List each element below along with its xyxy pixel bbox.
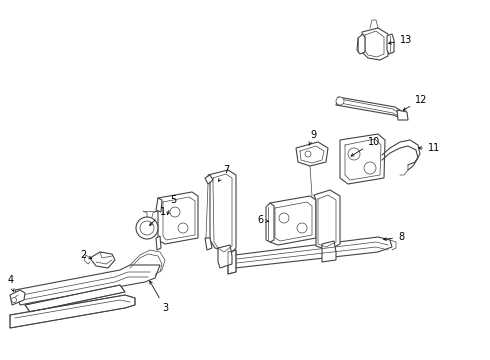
- Circle shape: [348, 148, 360, 160]
- Text: 9: 9: [309, 130, 316, 145]
- Polygon shape: [270, 196, 316, 245]
- Polygon shape: [15, 265, 160, 305]
- Polygon shape: [296, 142, 328, 166]
- Circle shape: [305, 151, 311, 157]
- Polygon shape: [387, 34, 394, 54]
- Circle shape: [279, 213, 289, 223]
- Polygon shape: [156, 236, 161, 250]
- Polygon shape: [397, 110, 408, 120]
- Circle shape: [364, 162, 376, 174]
- Polygon shape: [25, 285, 125, 312]
- Text: 13: 13: [389, 35, 412, 45]
- Text: 4: 4: [8, 275, 14, 292]
- Polygon shape: [156, 198, 162, 212]
- Text: 10: 10: [351, 137, 380, 156]
- Polygon shape: [336, 97, 403, 118]
- Circle shape: [297, 223, 307, 233]
- Polygon shape: [235, 237, 392, 268]
- Circle shape: [140, 221, 154, 235]
- Text: 1: 1: [149, 207, 166, 225]
- Circle shape: [136, 217, 158, 239]
- Polygon shape: [205, 238, 212, 250]
- Polygon shape: [314, 190, 340, 250]
- Circle shape: [170, 207, 180, 217]
- Polygon shape: [362, 28, 388, 60]
- Circle shape: [11, 297, 17, 302]
- Circle shape: [336, 97, 344, 105]
- Text: 7: 7: [219, 165, 229, 181]
- Polygon shape: [208, 170, 236, 256]
- Polygon shape: [90, 252, 115, 268]
- Polygon shape: [266, 203, 274, 242]
- Polygon shape: [158, 192, 198, 244]
- Polygon shape: [357, 34, 365, 54]
- Polygon shape: [205, 175, 213, 184]
- Circle shape: [178, 223, 188, 233]
- Polygon shape: [10, 290, 25, 305]
- Polygon shape: [228, 250, 236, 274]
- Text: 6: 6: [257, 215, 269, 225]
- Polygon shape: [10, 295, 135, 328]
- Text: 2: 2: [80, 250, 92, 260]
- Text: 3: 3: [150, 281, 168, 313]
- Text: 12: 12: [403, 95, 427, 110]
- Polygon shape: [340, 134, 385, 184]
- Polygon shape: [218, 245, 232, 268]
- Text: 8: 8: [384, 232, 404, 242]
- Polygon shape: [322, 241, 336, 262]
- Text: 11: 11: [418, 143, 440, 153]
- Text: 5: 5: [167, 195, 176, 215]
